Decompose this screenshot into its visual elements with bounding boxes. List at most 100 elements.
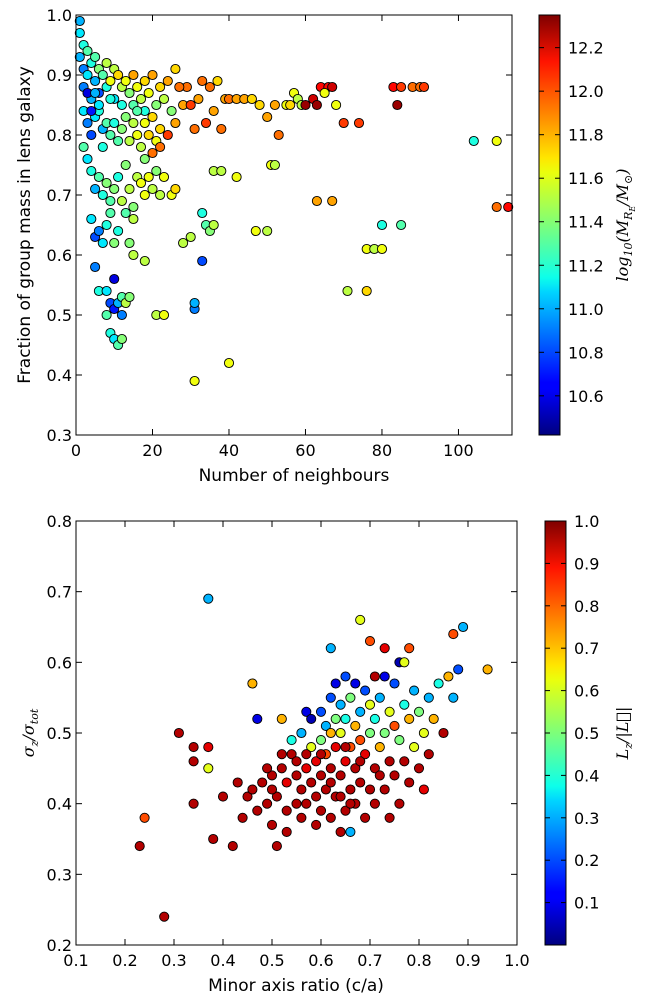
data-point — [116, 195, 127, 207]
data-point — [364, 699, 376, 710]
data-point — [360, 812, 371, 823]
data-point — [113, 69, 124, 81]
data-point — [301, 798, 312, 809]
data-point — [369, 763, 380, 774]
scatter-series — [74, 15, 514, 387]
x-tick-label: 60 — [295, 441, 315, 460]
data-point — [335, 826, 346, 837]
data-point — [217, 791, 229, 802]
data-point — [325, 692, 336, 703]
data-point — [291, 798, 302, 809]
colorbar-label: log10(MRE/M⊙) — [613, 168, 637, 281]
data-point — [113, 135, 124, 147]
data-point — [188, 742, 199, 753]
y-tick-label: 0.6 — [47, 246, 72, 265]
x-tick-label: 0.6 — [308, 951, 333, 970]
data-point — [158, 93, 170, 105]
data-point — [128, 117, 139, 129]
data-point — [151, 165, 162, 177]
data-point — [266, 784, 278, 795]
data-point — [105, 195, 116, 207]
data-point — [350, 720, 361, 731]
y-axis-label: σz/σtot — [19, 708, 41, 757]
x-tick-label: 0.1 — [63, 951, 88, 970]
data-point — [448, 629, 459, 640]
data-point — [296, 727, 307, 739]
colorbar-tick-label: 12.0 — [568, 82, 604, 101]
data-point — [355, 777, 366, 788]
data-point — [139, 812, 150, 823]
y-tick-label: 0.8 — [47, 126, 72, 145]
data-point — [197, 75, 208, 87]
data-point — [101, 177, 112, 189]
data-point — [413, 706, 425, 717]
data-point — [252, 713, 263, 724]
data-point — [204, 81, 215, 93]
data-point — [116, 99, 127, 111]
data-point — [143, 171, 154, 183]
data-point — [418, 727, 429, 739]
colorbar-label: Lz/|L⃗| — [613, 707, 635, 761]
y-axis-label: Fraction of group mass in lens galaxy — [15, 66, 35, 384]
data-point — [212, 75, 223, 87]
data-point — [174, 81, 185, 93]
data-point — [78, 141, 89, 153]
data-point — [327, 195, 338, 207]
data-point — [311, 195, 322, 207]
y-tick-label: 0.7 — [47, 186, 72, 205]
y-tick-label: 0.4 — [47, 795, 72, 814]
data-point — [128, 249, 139, 261]
y-axis-ticks: 0.2 0.3 0.4 0.5 0.6 0.7 0.8 — [47, 512, 517, 955]
data-point — [147, 183, 158, 195]
chart-panel-bottom: 0.1 0.2 0.3 0.4 0.5 0.6 0.7 0.8 0.9 1.0 0.20.30.4… — [19, 512, 635, 996]
colorbar-tick-label: 11.2 — [568, 256, 604, 275]
y-tick-label: 0.7 — [47, 583, 72, 602]
data-point — [74, 27, 85, 39]
data-point — [90, 51, 101, 63]
data-point — [113, 171, 124, 183]
data-point — [345, 784, 356, 795]
data-point — [315, 749, 327, 760]
data-point — [345, 692, 356, 703]
data-point — [208, 219, 219, 231]
data-point — [105, 93, 116, 105]
data-point — [250, 225, 261, 237]
data-point — [301, 749, 312, 760]
data-point — [276, 763, 287, 774]
data-point — [374, 770, 385, 781]
data-point — [423, 692, 434, 703]
data-point — [90, 183, 101, 195]
data-point — [90, 75, 101, 87]
data-point — [286, 735, 297, 746]
data-point — [189, 123, 200, 135]
data-point — [376, 243, 388, 255]
y-axis-ticks: 0.3 0.4 0.5 0.6 0.7 0.8 0.9 1.0 — [47, 6, 512, 445]
x-tick-label: 0.4 — [210, 951, 235, 970]
data-point — [271, 791, 282, 802]
plot-frame — [75, 14, 513, 436]
data-point — [281, 777, 292, 788]
x-tick-label: 20 — [142, 441, 162, 460]
data-point — [453, 664, 464, 675]
data-point — [74, 51, 85, 63]
data-point — [208, 833, 219, 845]
data-point — [379, 727, 390, 739]
data-point — [399, 699, 410, 710]
y-tick-label: 0.3 — [47, 865, 72, 884]
data-point — [271, 841, 282, 852]
data-point — [242, 791, 253, 802]
data-point — [338, 117, 349, 129]
data-point — [342, 285, 353, 297]
data-point — [262, 225, 273, 237]
x-axis-label: Minor axis ratio (c/a) — [208, 976, 384, 996]
data-point — [340, 671, 351, 682]
colorbar-tick-label: 0.7 — [574, 639, 599, 658]
data-point — [311, 756, 322, 767]
data-point — [340, 713, 351, 724]
data-point — [197, 207, 208, 219]
data-point — [384, 756, 395, 767]
y-tick-label: 0.6 — [47, 653, 72, 672]
data-point — [254, 99, 265, 111]
data-point — [86, 129, 97, 141]
data-point — [281, 805, 292, 816]
